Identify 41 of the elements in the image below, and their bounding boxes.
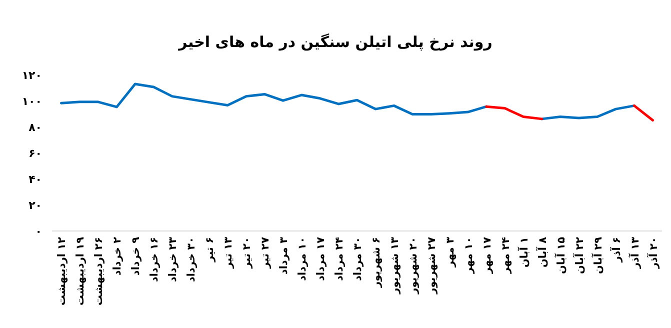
x-tick-label: ۳ مرداد — [278, 236, 290, 274]
x-tick-label: ۲۰ تیر — [241, 237, 254, 270]
x-tick-label: ۲۷ تیر — [260, 236, 272, 270]
y-tick-label: ۲۰ — [28, 199, 42, 212]
x-tick-label: ۲۰ آذر — [646, 237, 660, 270]
x-tick-label: ۱۰ مرداد — [296, 237, 309, 281]
x-tick-label: ۱۹ اردیبهشت — [74, 236, 87, 306]
x-tick-label: ۲۴ مرداد — [334, 236, 346, 281]
x-tick-label: ۳۰ مرداد — [352, 237, 364, 281]
x-tick-label: ۱۲ اردیبهشت — [56, 236, 68, 306]
x-tick-label: ۶ آذر — [608, 237, 623, 264]
x-tick-label: ۲۹ آبان — [590, 236, 604, 274]
x-tick-label: ۲۶ اردیبهشت — [93, 237, 106, 306]
x-tick-label: ۲۰ شهریور — [407, 237, 420, 295]
x-tick-label: ۸ آبان — [534, 236, 549, 268]
y-tick-label: ۶۰ — [28, 147, 42, 160]
x-tick-label: ۱۷ مهر — [481, 236, 494, 274]
x-tick-label: ۱۳ شهریور — [388, 236, 401, 295]
x-tick-label: ۱۶ خرداد — [148, 237, 161, 282]
x-tick-label: ۳۰ خرداد — [186, 237, 198, 282]
x-tick-label: ۱۳ آذر — [627, 236, 642, 270]
x-tick-label: ۱۵ آبان — [553, 236, 568, 274]
title: روند نرخ پلی اتیلن سنگین در ماه های اخیر — [178, 33, 492, 51]
x-tick-label: ۹ خرداد — [130, 236, 142, 276]
x-tick-label: ۱ آبان — [516, 237, 530, 268]
y-tick-label: ۴۰ — [28, 173, 42, 186]
x-tick-label: ۲۴ مهر — [500, 236, 512, 274]
y-tick-label: ۸۰ — [28, 121, 42, 134]
x-tick-label: ۱۰ مهر — [462, 237, 475, 274]
x-tick-label: ۲۷ شهریور — [426, 236, 438, 295]
x-tick-label: ۱۷ مرداد — [315, 236, 328, 281]
x-tick-label: ۲ خرداد — [112, 236, 124, 276]
x-tick-label: ۲۲ آبان — [572, 236, 586, 274]
y-tick-label: ۱۲۰ — [22, 69, 42, 82]
x-tick-label: ۶ تیر — [204, 237, 216, 263]
y-tick-label: ۰ — [35, 225, 42, 238]
x-tick-label: ۲۳ خرداد — [167, 236, 180, 282]
x-tick-label: ۶ شهریور — [370, 237, 382, 288]
x-tick-label: ۳ مهر — [444, 236, 456, 268]
x-tick-label: ۱۳ تیر — [222, 236, 235, 270]
y-tick-label: ۱۰۰ — [22, 95, 42, 108]
